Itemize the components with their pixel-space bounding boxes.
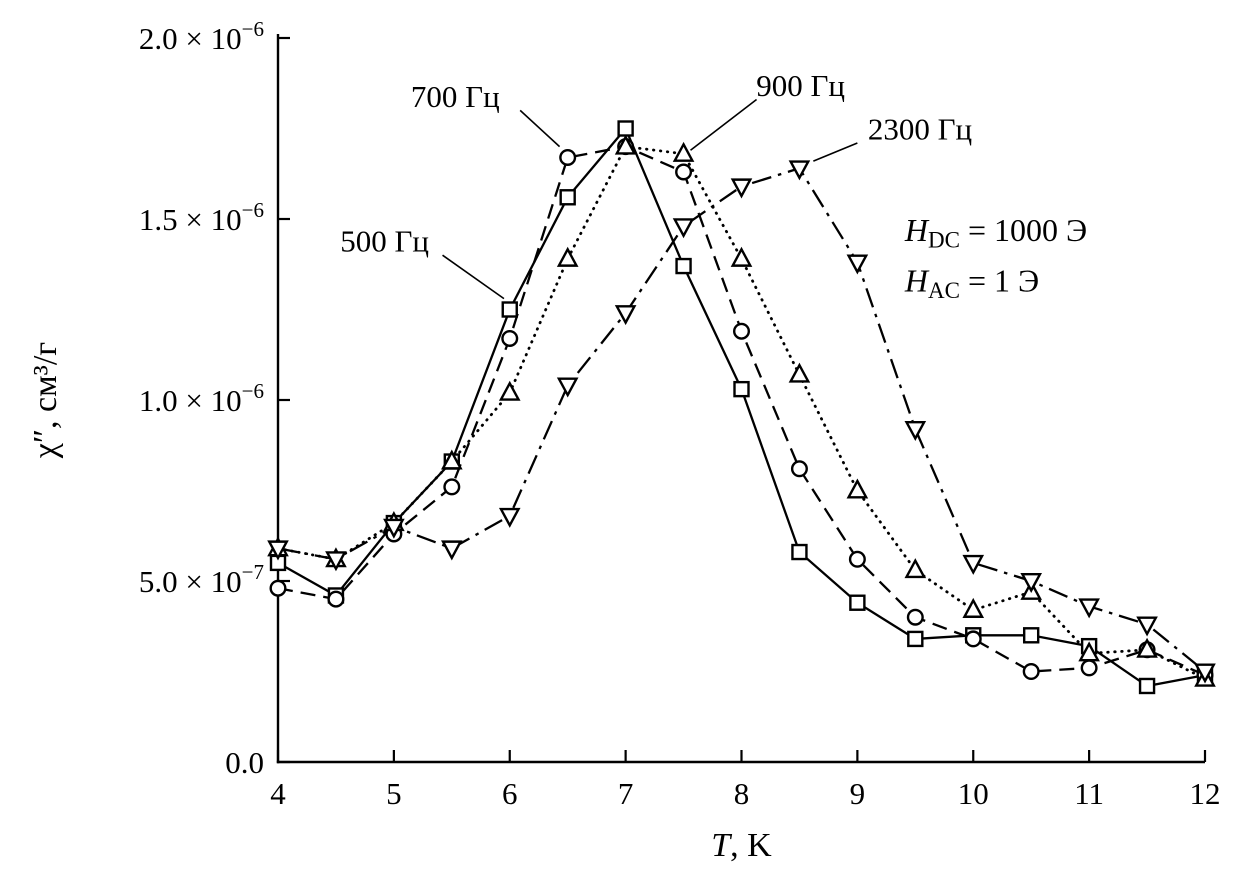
circle-marker	[964, 630, 982, 648]
x-tick-label: 5	[386, 776, 402, 811]
x-axis-title: T, K	[711, 827, 772, 864]
circle-marker	[675, 163, 693, 181]
ticks	[276, 36, 1207, 764]
circle-marker	[559, 148, 577, 166]
x-tick-label: 6	[502, 776, 518, 811]
circle-marker	[790, 460, 808, 478]
annotation-label: 700 Гц	[411, 79, 500, 114]
x-tick-label: 11	[1074, 776, 1104, 811]
series-line-900-гц	[276, 145, 1207, 681]
square-marker	[617, 120, 634, 137]
circle-marker	[848, 550, 866, 568]
triangle-down-marker	[846, 254, 869, 275]
triangle-up-marker	[498, 380, 521, 401]
tick-label: 0.0	[225, 745, 264, 780]
triangle-down-marker	[672, 218, 695, 239]
triangle-up-marker	[962, 597, 985, 618]
triangle-up-marker	[614, 134, 637, 155]
circle-marker	[269, 579, 287, 597]
triangle-down-marker	[383, 518, 405, 539]
annotation-label: 900 Гц	[756, 68, 845, 103]
circle-marker	[1022, 663, 1040, 681]
circle-marker	[1080, 659, 1098, 677]
triangle-down-marker	[1020, 573, 1042, 594]
triangle-down-marker	[962, 554, 985, 575]
tick-label: 2.0 × 10−6	[139, 17, 264, 56]
circle-marker	[327, 590, 345, 608]
triangle-up-marker	[846, 478, 869, 499]
triangle-down-marker	[1136, 616, 1158, 637]
square-marker	[559, 189, 576, 206]
triangle-up-marker	[441, 449, 463, 470]
triangle-down-marker	[904, 420, 927, 441]
triangle-up-marker	[1136, 637, 1158, 658]
annotation-label: 2300 Гц	[868, 112, 972, 147]
annotation-500-гц: 500 Гц	[340, 224, 505, 300]
triangle-down-marker	[788, 160, 811, 181]
square-marker	[675, 257, 692, 275]
square-marker	[1138, 677, 1156, 695]
triangle-down-marker	[325, 551, 347, 572]
circle-marker	[443, 478, 461, 496]
circle-marker	[501, 329, 519, 347]
triangle-down-marker	[614, 305, 637, 326]
circle-marker	[906, 608, 924, 626]
x-tick-label: 4	[270, 776, 286, 811]
square-marker	[907, 630, 924, 648]
tick-label: 5.0 × 10−7	[139, 560, 264, 599]
annotation-2300-гц: 2300 Гц	[813, 112, 972, 162]
x-tick-label: 8	[734, 776, 750, 811]
triangle-down-marker	[1078, 598, 1100, 619]
triangle-down-marker	[730, 178, 753, 199]
square-marker	[791, 543, 808, 561]
square-marker	[733, 380, 750, 398]
triangle-up-marker	[730, 246, 753, 267]
x-tick-label: 10	[958, 776, 989, 811]
square-marker	[1022, 627, 1040, 644]
triangle-down-marker	[556, 377, 579, 398]
x-tick-label: 7	[618, 776, 634, 811]
triangle-down-marker	[498, 507, 521, 528]
square-marker	[501, 301, 518, 318]
annotation-700-гц: 700 Гц	[411, 79, 561, 148]
triangle-down-marker	[1194, 663, 1216, 684]
triangle-up-marker	[788, 362, 811, 383]
triangle-up-marker	[1078, 641, 1100, 662]
triangle-up-marker	[904, 558, 927, 579]
field-annotation-1: HAC = 1 Э	[904, 263, 1039, 303]
circle-marker	[733, 322, 751, 340]
x-tick-label: 9	[850, 776, 866, 811]
triangle-up-marker	[672, 141, 695, 162]
x-tick-label: 12	[1190, 776, 1221, 811]
triangle-up-marker	[556, 246, 579, 267]
annotation-900-гц: 900 Гц	[690, 68, 845, 151]
tick-labels: 4 5 6 7 8 9 10 11 12 0.0 5.0 × 10−7 1.0 × 10−6 1.5 ×…	[139, 17, 1221, 811]
y-axis-title: χ″, см³/г	[27, 342, 64, 459]
tick-label: 1.0 × 10−6	[139, 379, 264, 418]
annotation-label: 500 Гц	[340, 224, 429, 259]
series-markers-2300-гц	[267, 160, 1216, 684]
tick-label: 1.5 × 10−6	[139, 198, 264, 237]
field-annotation-0: HDC = 1000 Э	[904, 212, 1087, 252]
square-marker	[849, 594, 866, 611]
series-line-2300-гц	[277, 166, 1206, 673]
triangle-down-marker	[441, 540, 463, 561]
triangle-down-marker	[267, 540, 289, 561]
